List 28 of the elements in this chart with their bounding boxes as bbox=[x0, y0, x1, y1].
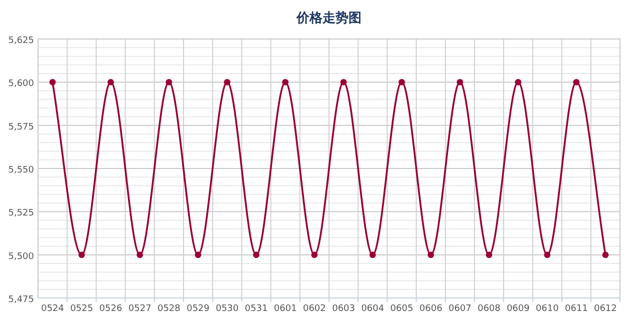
y-tick-label: 5,475 bbox=[8, 295, 34, 305]
x-tick-label: 0529 bbox=[186, 304, 210, 314]
x-tick-label: 0607 bbox=[448, 304, 472, 314]
y-tick-label: 5,500 bbox=[8, 252, 34, 262]
x-tick-label: 0528 bbox=[157, 304, 181, 314]
y-tick-label: 5,625 bbox=[8, 36, 34, 46]
x-tick-label: 0525 bbox=[70, 304, 94, 314]
x-tick-label: 0526 bbox=[99, 304, 122, 314]
x-tick-label: 0608 bbox=[478, 304, 501, 314]
x-tick-label: 0611 bbox=[564, 304, 588, 314]
x-tick-label: 0612 bbox=[594, 304, 617, 314]
x-tick-label: 0524 bbox=[41, 304, 64, 314]
x-tick-label: 0531 bbox=[244, 304, 268, 314]
y-tick-label: 5,575 bbox=[8, 122, 34, 132]
y-tick-label: 5,525 bbox=[8, 208, 34, 219]
x-tick-label: 0605 bbox=[390, 304, 414, 314]
x-tick-label: 0606 bbox=[419, 304, 443, 314]
y-tick-label: 5,550 bbox=[8, 166, 34, 176]
x-tick-label: 0604 bbox=[361, 304, 384, 314]
x-tick-label: 0527 bbox=[128, 304, 152, 314]
x-tick-label: 0603 bbox=[332, 304, 356, 314]
x-tick-label: 0530 bbox=[216, 304, 239, 314]
y-tick-label: 5,600 bbox=[8, 79, 34, 90]
x-tick-label: 0609 bbox=[506, 304, 530, 314]
x-tick-label: 0601 bbox=[274, 304, 297, 314]
chart-title: 价格走势图 bbox=[296, 10, 362, 26]
x-tick-label: 0602 bbox=[302, 304, 326, 314]
x-tick-label: 0610 bbox=[536, 304, 559, 314]
